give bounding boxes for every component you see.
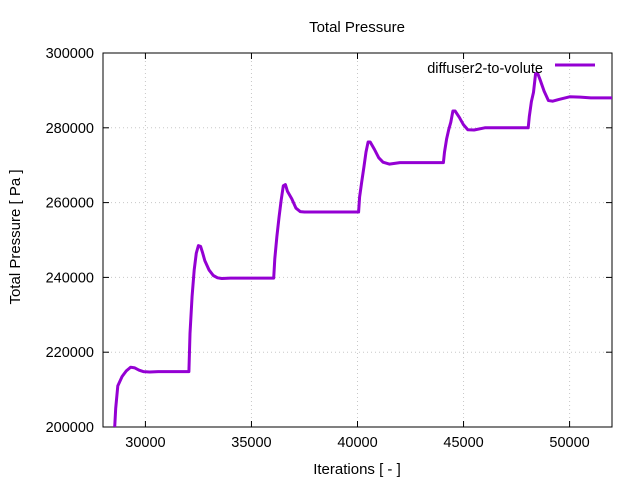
y-axis-title: Total Pressure [ Pa ] [7,169,24,304]
series-line [113,72,612,428]
x-tick-label: 35000 [231,435,271,451]
x-tick-label: 50000 [549,435,589,451]
x-tick-label: 30000 [125,435,165,451]
chart-title: Total Pressure [309,19,405,36]
axis-ticks: 30000 35000 40000 45000 50000 200000 220000 240… [46,46,612,451]
y-tick-label: 200000 [46,420,94,436]
y-tick-label: 220000 [46,345,94,361]
y-tick-label: 300000 [46,46,94,62]
x-tick-label: 40000 [337,435,377,451]
x-tick-label: 45000 [443,435,483,451]
x-axis-title: Iterations [ - ] [313,461,401,478]
y-tick-label: 260000 [46,196,94,212]
legend-label: diffuser2-to-volute [427,61,543,77]
series-layer [113,72,612,428]
legend: diffuser2-to-volute [427,61,595,77]
y-tick-label: 280000 [46,121,94,137]
y-tick-label: 240000 [46,270,94,286]
